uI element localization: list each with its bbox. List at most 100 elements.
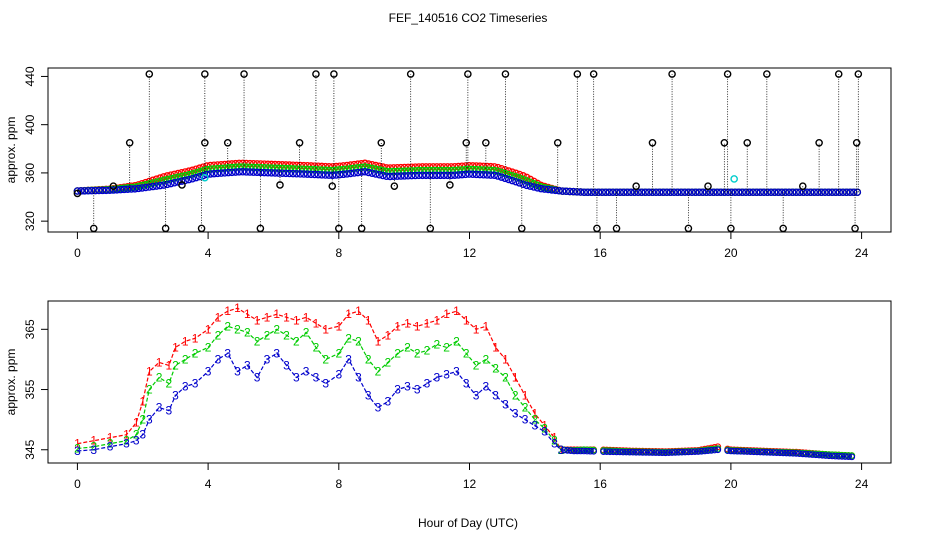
bottom-series-3-label: 3 xyxy=(303,364,310,378)
bottom-x-tick-label: 16 xyxy=(594,477,608,491)
bottom-series-3-label: 3 xyxy=(123,437,130,451)
bottom-series-2-label: 2 xyxy=(365,352,372,366)
top-series-3-point xyxy=(763,188,772,196)
top-series-3-point xyxy=(300,170,308,178)
top-series-3-point xyxy=(260,168,269,177)
bottom-series-3-point xyxy=(750,448,758,456)
top-flag-point xyxy=(720,138,729,147)
top-series-3-point xyxy=(238,168,247,176)
bottom-series-3-label: 3 xyxy=(453,364,460,378)
top-series-2-point xyxy=(321,166,330,174)
top-series-3-point xyxy=(853,188,862,196)
bottom-series-3-point xyxy=(580,447,588,455)
top-series-2-point xyxy=(451,166,459,175)
bottom-series-3-point xyxy=(747,448,754,456)
top-series-3-point xyxy=(433,171,441,180)
top-series-3-point xyxy=(185,175,193,184)
top-series-3-point xyxy=(339,170,348,179)
bottom-x-tick-label: 20 xyxy=(724,477,738,491)
bottom-series-1-label: 1 xyxy=(182,334,189,348)
bottom-y-tick-label: 345 xyxy=(23,439,37,459)
top-series-3-point xyxy=(745,188,754,196)
bottom-series-2-label: 2 xyxy=(522,401,529,415)
bottom-series-3-point xyxy=(724,447,731,455)
bottom-series-1-label: 1 xyxy=(453,304,460,318)
top-series-3-point xyxy=(458,170,466,179)
top-flag-point xyxy=(668,70,676,78)
top-series-3-point xyxy=(375,170,384,179)
top-series-3-point xyxy=(170,179,179,187)
bottom-series-3-label: 3 xyxy=(384,395,391,409)
top-series-3-point xyxy=(314,170,322,179)
top-series-3-point xyxy=(310,170,319,179)
top-series-3-point xyxy=(814,188,822,196)
bottom-series-3-label: 3 xyxy=(234,364,241,378)
top-series-3-point xyxy=(102,186,110,195)
top-series-2-point xyxy=(476,166,484,174)
top-x-tick-label: 4 xyxy=(205,246,212,260)
bottom-series-3-point xyxy=(714,446,722,454)
top-series-3-point xyxy=(210,169,218,178)
bottom-series-2-label: 2 xyxy=(313,340,320,354)
bottom-series-2-label: 2 xyxy=(156,370,163,384)
top-series-3-point xyxy=(163,180,172,189)
bottom-series-3-point xyxy=(848,453,856,461)
bottom-series-3-point xyxy=(652,449,660,456)
bottom-series-3-point xyxy=(835,452,843,460)
bottom-series-3-point xyxy=(812,451,820,459)
top-flag-point xyxy=(377,138,386,147)
top-flag-point xyxy=(446,181,454,189)
top-series-3-point xyxy=(508,176,517,185)
top-series-2-point xyxy=(307,165,315,174)
top-series-3-point xyxy=(217,169,225,177)
top-series-3-point xyxy=(659,188,668,196)
bottom-series-1-label: 1 xyxy=(215,310,222,324)
bottom-series-2-label: 2 xyxy=(215,328,222,342)
top-series-2-point xyxy=(386,167,394,176)
top-series-3-point xyxy=(321,171,330,179)
top-flag-point xyxy=(684,224,693,233)
top-series-3-point xyxy=(655,188,664,196)
top-series-3-point xyxy=(368,169,376,177)
bottom-series-1-label: 1 xyxy=(522,389,529,403)
top-series-3-point xyxy=(476,170,484,179)
top-series-3-point xyxy=(285,169,294,178)
top-x-tick-label: 20 xyxy=(724,246,738,260)
top-series-3-point xyxy=(602,188,610,196)
bottom-series-3-point xyxy=(603,448,611,456)
bottom-series-3-label: 3 xyxy=(551,437,558,451)
chart-title: FEF_140516 CO2 Timeseries xyxy=(389,11,548,25)
bottom-series-3-label: 3 xyxy=(473,389,480,403)
bottom-series-3-point xyxy=(838,453,846,460)
top-series-2-point xyxy=(461,165,470,174)
bottom-series-2-label: 2 xyxy=(283,328,290,342)
bottom-series-3-point xyxy=(756,448,764,456)
top-flag-point xyxy=(109,182,118,190)
top-series-3-point xyxy=(397,172,405,180)
top-x-tick-label: 24 xyxy=(855,246,869,260)
top-flag-point xyxy=(328,182,337,190)
top-series-2-point xyxy=(285,164,294,173)
bottom-series-3-point xyxy=(825,452,833,460)
bottom-y-axis-label: approx. ppm xyxy=(4,349,18,416)
top-series-3-point xyxy=(494,172,502,180)
bottom-series-2-label: 2 xyxy=(424,343,431,357)
bottom-series-3-label: 3 xyxy=(215,352,222,366)
top-series-3-point xyxy=(318,171,326,179)
top-series-2-point xyxy=(310,165,319,174)
bottom-series-1-label: 1 xyxy=(551,431,558,445)
top-series-3-point xyxy=(752,188,761,196)
bottom-series-1-label: 1 xyxy=(355,304,362,318)
bottom-series-3-point xyxy=(799,450,807,458)
top-series-3-point xyxy=(149,182,157,191)
top-y-axis-label: approx. ppm xyxy=(4,117,18,184)
top-series-3-point xyxy=(483,171,491,179)
top-series-3-point xyxy=(472,170,481,179)
top-series-3-point xyxy=(152,182,161,190)
bottom-series-3-label: 3 xyxy=(335,367,342,381)
bottom-series-3-label: 3 xyxy=(404,380,411,394)
top-series-2-point xyxy=(314,166,322,174)
bottom-x-tick-label: 24 xyxy=(855,477,869,491)
top-flag-point xyxy=(390,182,399,190)
